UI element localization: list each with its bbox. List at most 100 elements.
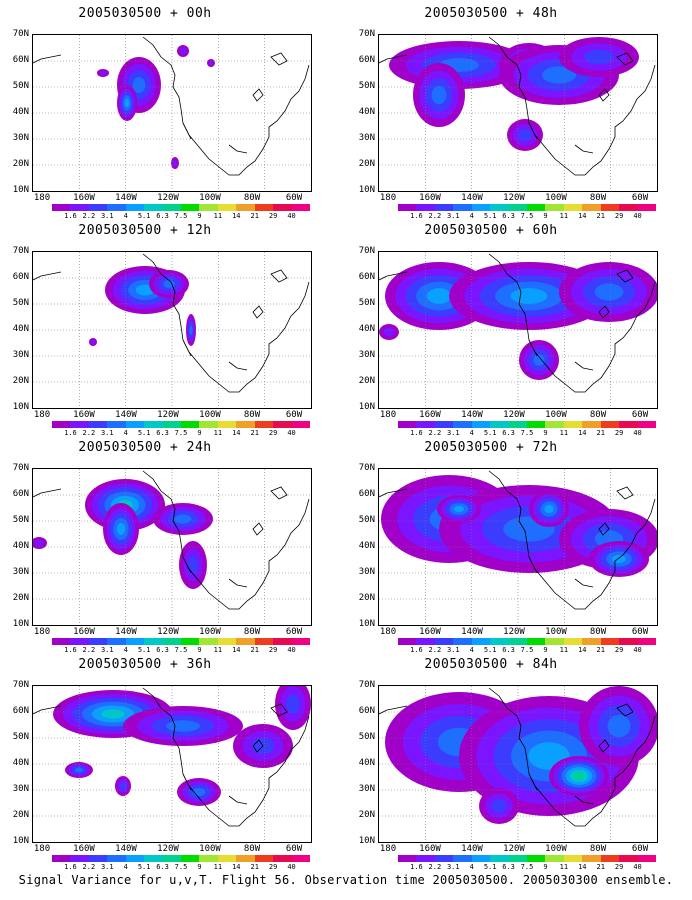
contour-level [612, 554, 626, 564]
colorbar-swatch [217, 204, 237, 211]
colorbar-swatch [236, 855, 256, 862]
colorbar-swatch [490, 638, 510, 645]
longitude-label: 80W [243, 627, 261, 637]
latitude-label: 50N [12, 81, 29, 91]
colorbar-label: 3.1 [446, 863, 460, 871]
variance-shading [389, 37, 639, 151]
map [378, 251, 658, 409]
colorbar-label: 40 [633, 646, 642, 654]
colorbar-label: 6.3 [156, 429, 169, 437]
colorbar-label: 7.5 [174, 429, 188, 437]
colorbar-label: 9 [197, 646, 202, 654]
latitude-label: 30N [358, 567, 375, 577]
longitude-label: 60W [285, 193, 303, 203]
colorbar-swatch [527, 204, 546, 211]
colorbar-label: 40 [633, 863, 642, 871]
colorbar-swatch [545, 638, 565, 645]
colorbar-label: 5.1 [483, 646, 497, 654]
longitude-label: 120W [157, 627, 179, 637]
colorbar-label: 1.6 [64, 646, 77, 654]
panel-title: 2005030500 + 60h [424, 223, 558, 238]
longitude-label: 80W [243, 410, 261, 420]
latitude-label: 30N [12, 133, 29, 143]
contour-level [179, 47, 187, 55]
colorbar-label: 5.1 [137, 646, 151, 654]
colorbar-swatch [563, 638, 583, 645]
colorbar-label: 21 [250, 863, 259, 871]
latitude-label: 60N [12, 489, 29, 499]
colorbar-swatch [125, 855, 145, 862]
contour-level [120, 782, 126, 790]
longitude-label: 100W [545, 410, 567, 420]
latitude-label: 60N [12, 55, 29, 65]
contour-level [172, 159, 178, 167]
colorbar-swatch [398, 204, 417, 211]
colorbar-swatch [600, 638, 620, 645]
colorbar-swatch [70, 638, 90, 645]
colorbar-label: 40 [633, 429, 642, 437]
colorbar-swatch [527, 855, 546, 862]
variance-shading [53, 686, 311, 806]
contour-level [165, 720, 201, 732]
colorbar-label: 1.6 [64, 212, 77, 220]
colorbar-swatch [619, 638, 639, 645]
colorbar-swatch [582, 204, 602, 211]
panel-title: 2005030500 + 24h [78, 440, 212, 455]
latitude-label: 40N [12, 107, 29, 117]
colorbar-swatch [107, 421, 127, 428]
longitude-label: 60W [631, 844, 649, 854]
coastline [488, 253, 656, 393]
longitude-label: 80W [243, 844, 261, 854]
colorbar-label: 40 [287, 646, 296, 654]
longitude-label: 160W [73, 193, 95, 203]
longitude-label: 100W [199, 627, 221, 637]
longitude-label: 60W [285, 410, 303, 420]
latitude-label: 70N [358, 29, 375, 39]
latitude-label: 70N [12, 680, 29, 690]
colorbar-swatch [291, 204, 311, 211]
colorbar-swatch [236, 638, 256, 645]
colorbar-label: 1.6 [410, 212, 423, 220]
colorbar-swatch [199, 421, 219, 428]
latitude-label: 10N [12, 402, 29, 412]
colorbar-swatch [600, 204, 620, 211]
colorbar-swatch [545, 855, 565, 862]
contour-level [544, 504, 554, 514]
colorbar-label: 4 [469, 212, 474, 220]
longitude-label: 160W [73, 410, 95, 420]
coastline [33, 269, 288, 371]
colorbar-swatch [582, 855, 602, 862]
graticule [33, 469, 311, 625]
colorbar-label: 29 [268, 212, 278, 220]
colorbar-swatch [582, 638, 602, 645]
latitude-label: 30N [12, 784, 29, 794]
longitude-label: 120W [157, 193, 179, 203]
colorbar-swatch [637, 204, 657, 211]
colorbar-swatch [619, 855, 639, 862]
colorbar-label: 3.1 [100, 212, 114, 220]
contour-level [187, 556, 199, 574]
colorbar-label: 5.1 [137, 429, 151, 437]
coastline [488, 470, 656, 610]
longitude-label: 120W [503, 844, 525, 854]
colorbar-swatch [181, 421, 200, 428]
longitude-label: 60W [631, 627, 649, 637]
contour-level [99, 70, 107, 76]
coastline [379, 703, 634, 805]
longitude-label: 140W [115, 193, 137, 203]
latitude-label: 60N [12, 272, 29, 282]
map [32, 468, 312, 626]
colorbar-swatch [434, 638, 454, 645]
longitude-label: 140W [461, 844, 483, 854]
graticule [379, 469, 657, 625]
colorbar-label: 14 [578, 212, 587, 220]
map-canvas [33, 252, 311, 408]
colorbar-swatch [490, 204, 510, 211]
latitude-label: 40N [12, 324, 29, 334]
longitude-label: 100W [199, 844, 221, 854]
map [378, 468, 658, 626]
latitude-label: 10N [12, 185, 29, 195]
colorbar-swatch [637, 638, 657, 645]
contour-level [75, 767, 83, 773]
colorbar-label: 29 [268, 646, 278, 654]
